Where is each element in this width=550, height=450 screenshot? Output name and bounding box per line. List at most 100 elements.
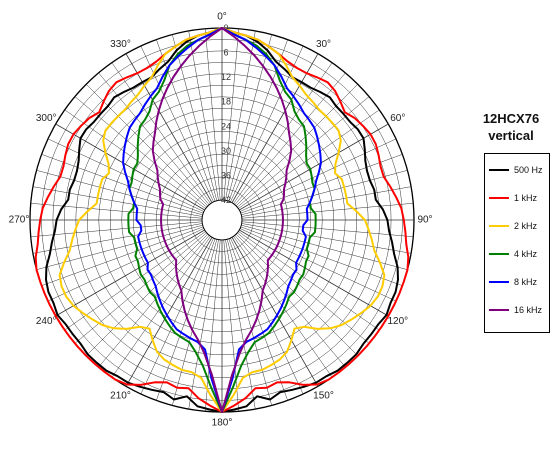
grid-spoke (228, 39, 288, 202)
angle-tick-label: 30° (316, 39, 331, 50)
grid-spoke (111, 62, 211, 204)
grid-spoke (233, 236, 333, 378)
legend-label: 1 kHz (514, 193, 538, 203)
legend-item: 4 kHz (489, 247, 537, 261)
grid-spoke (225, 239, 256, 410)
grid-spoke (172, 34, 218, 201)
legend-item: 8 kHz (489, 275, 537, 289)
angle-tick-label: 180° (212, 418, 233, 429)
angle-tick-label: 240° (36, 316, 57, 327)
grid-spoke (223, 239, 239, 412)
grid-spoke (47, 228, 204, 302)
legend-swatch (489, 253, 509, 255)
grid-spoke (140, 45, 214, 202)
angle-tick-label: 120° (387, 316, 408, 327)
grid-spoke (233, 62, 333, 204)
grid-spoke (205, 239, 221, 412)
grid-spoke (231, 237, 319, 387)
grid-spoke (231, 53, 319, 203)
grid-spoke (237, 96, 370, 208)
grid-spoke (172, 239, 218, 406)
grid-spoke (32, 186, 203, 217)
ring-tick-label: 30 (221, 146, 231, 156)
grid-spoke (111, 236, 211, 378)
legend-label: 4 kHz (514, 249, 538, 259)
grid-spoke (86, 84, 209, 207)
angle-tick-label: 60° (390, 113, 405, 124)
legend-label: 500 Hz (514, 165, 543, 175)
grid-spoke (74, 232, 207, 344)
angle-tick-label: 150° (313, 390, 334, 401)
grid-spoke (140, 238, 214, 395)
grid-spoke (223, 28, 239, 201)
grid-spoke (241, 221, 414, 237)
ring-tick-label: 18 (221, 97, 231, 107)
grid-spoke (86, 233, 209, 356)
grid-spoke (125, 53, 213, 203)
grid-spoke (235, 233, 358, 356)
polar-plot: 0° 30° 60° 90° 120° 150° 180° 210° 240° 270° 300° 3… (9, 12, 433, 429)
inner-ring (201, 199, 243, 241)
grid-spoke (235, 84, 358, 207)
legend: 500 Hz 1 kHz 2 kHz 4 kHz 8 kHz 16 kHz (484, 153, 550, 333)
grid-spoke (241, 186, 412, 217)
grid-spoke (240, 154, 403, 214)
legend-label: 8 kHz (514, 277, 538, 287)
grid-spoke (188, 239, 219, 410)
chart-title: 12HCX76 (482, 111, 540, 126)
grid-spoke (74, 96, 207, 208)
grid-spoke (238, 109, 380, 209)
grid-spoke (188, 30, 219, 201)
grid-spoke (41, 154, 204, 214)
grid-spoke (36, 224, 203, 270)
angle-tick-label: 330° (110, 39, 131, 50)
ring-tick-label: 36 (221, 170, 231, 180)
legend-swatch (489, 309, 509, 311)
grid-spoke (64, 109, 206, 209)
ring-tick-label: 24 (221, 121, 231, 131)
legend-label: 16 kHz (514, 305, 543, 315)
ring-tick-label: 6 (223, 48, 228, 58)
ring-tick-label: 12 (221, 72, 231, 82)
grid-spoke (30, 221, 203, 237)
grid-spoke (239, 229, 389, 317)
grid-spoke (36, 170, 203, 216)
grid-spoke (238, 231, 380, 331)
grid-spoke (205, 28, 221, 201)
grid-spoke (32, 223, 203, 254)
legend-item: 1 kHz (489, 191, 537, 205)
grid-spoke (241, 223, 412, 254)
series-line (151, 27, 293, 413)
grid-spoke (226, 239, 272, 406)
ring-tick-label: 42 (221, 195, 231, 205)
grid-spoke (241, 170, 408, 216)
grid-spoke (241, 203, 414, 219)
legend-swatch (489, 281, 509, 283)
legend-swatch (489, 225, 509, 227)
grid-spoke (98, 235, 210, 368)
legend-item: 16 kHz (489, 303, 542, 317)
grid-spoke (125, 237, 213, 387)
grid-spoke (156, 238, 216, 401)
grid-spoke (156, 39, 216, 202)
grid-spoke (237, 232, 370, 344)
chart-subtitle: vertical (488, 128, 534, 143)
grid-spoke (241, 224, 408, 270)
grid-spoke (240, 226, 403, 286)
angle-tick-label: 270° (9, 215, 30, 226)
grid-spoke (234, 235, 346, 368)
angle-tick-label: 210° (110, 390, 131, 401)
legend-label: 2 kHz (514, 221, 538, 231)
grid-spoke (55, 229, 205, 317)
grid-spoke (30, 203, 203, 219)
angle-tick-label: 300° (36, 113, 57, 124)
grid-spoke (230, 45, 304, 202)
grid-spoke (228, 238, 288, 401)
grid-spoke (225, 30, 256, 201)
angle-tick-label: 0° (217, 12, 227, 23)
grid-spoke (226, 34, 272, 201)
angle-tick-label: 90° (417, 215, 432, 226)
legend-item: 500 Hz (489, 163, 543, 177)
legend-swatch (489, 197, 509, 199)
legend-item: 2 kHz (489, 219, 537, 233)
